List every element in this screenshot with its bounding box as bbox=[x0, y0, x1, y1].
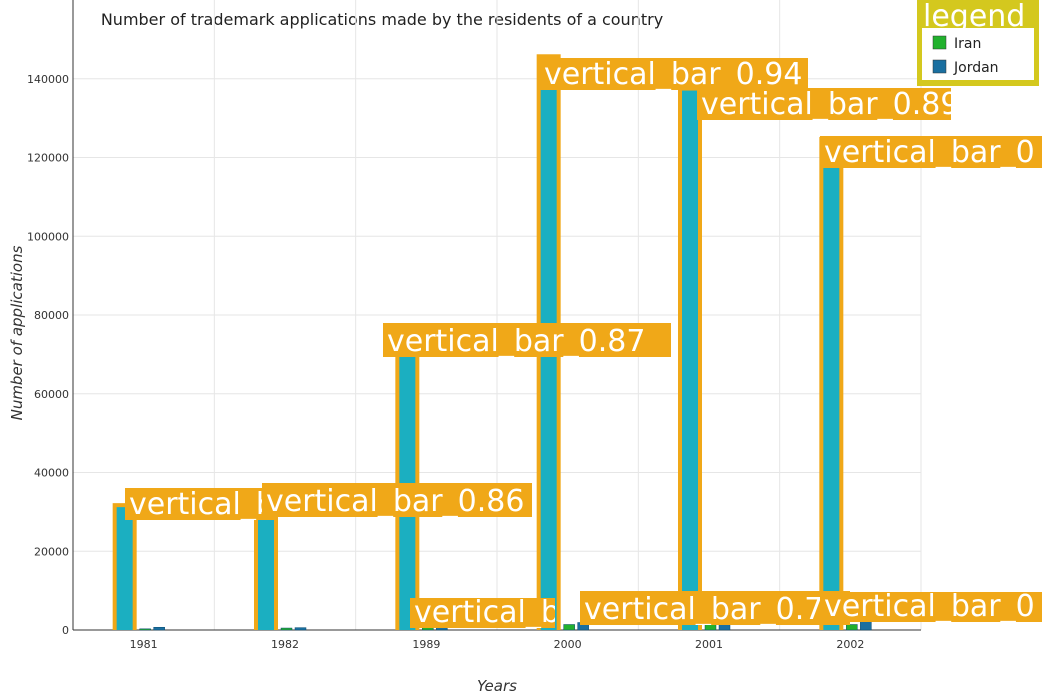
legend-swatch bbox=[932, 59, 947, 74]
bar-iran bbox=[846, 624, 858, 631]
annotation: vertical_bar_0.87 bbox=[383, 323, 671, 359]
legend-entry: Iran bbox=[954, 36, 981, 52]
x-tick-label: 2001 bbox=[695, 638, 723, 651]
bar-jordan bbox=[860, 621, 872, 631]
x-tick-label: 1982 bbox=[271, 638, 299, 651]
annotation-label: vertical_bar_0.87 bbox=[387, 324, 645, 359]
x-tick-label: 1981 bbox=[130, 638, 158, 651]
annotation: vertical_bar_0 bbox=[820, 589, 1042, 624]
y-tick-label: 0 bbox=[62, 624, 69, 637]
annotation-label: vertical_bar_0.8 bbox=[129, 487, 368, 522]
y-tick-label: 100000 bbox=[27, 230, 69, 243]
legend-entry: Jordan bbox=[953, 60, 999, 76]
annotation-box bbox=[125, 488, 275, 520]
annotation-box bbox=[580, 591, 850, 625]
annotation-label: vertical_bar_0.73 bbox=[584, 592, 842, 627]
bar-jordan bbox=[294, 627, 307, 631]
x-axis-label: Years bbox=[477, 677, 517, 695]
x-axis: 1981 1982 1989 2000 2001 2002 bbox=[73, 629, 921, 651]
overlay-bar bbox=[682, 90, 698, 630]
annotation-box bbox=[262, 483, 532, 517]
x-tick-label: 1989 bbox=[412, 638, 440, 651]
overlay-bar bbox=[116, 507, 133, 630]
bar-iran bbox=[563, 624, 575, 631]
y-axis-label: Number of applications bbox=[8, 245, 26, 420]
annotation-label: vertical_bar_0.89 bbox=[701, 87, 959, 122]
grid bbox=[72, 0, 922, 631]
annotations: vertical_bar_0.8vertical_bar_0.86vertica… bbox=[125, 57, 1042, 630]
bar-iran bbox=[704, 624, 717, 631]
chart-title: Number of trademark applications made by… bbox=[101, 10, 663, 29]
bar-iran bbox=[139, 628, 151, 631]
annotation-label: vertical_bar_0 bbox=[824, 589, 1035, 624]
bar-iran bbox=[280, 627, 293, 631]
bar-jordan bbox=[153, 626, 165, 631]
annotation: vertical_bar_0. bbox=[410, 595, 634, 630]
y-tick-label: 140000 bbox=[27, 73, 69, 86]
annotation: vertical_bar_0.94 bbox=[540, 57, 808, 92]
x-tick-label: 2002 bbox=[836, 638, 864, 651]
annotation-box bbox=[540, 58, 808, 90]
annotation-label: vertical_bar_0.94 bbox=[544, 57, 802, 92]
annotation: vertical_bar_0.89 bbox=[697, 87, 959, 122]
annotation-label: vertical_bar_0 bbox=[824, 135, 1035, 170]
annotation-box bbox=[820, 592, 1042, 622]
y-tick-label: 40000 bbox=[34, 467, 69, 480]
overlay-bar bbox=[823, 140, 840, 630]
annotation-box bbox=[383, 323, 671, 357]
y-tick-label: 60000 bbox=[34, 388, 69, 401]
legend-swatch bbox=[932, 35, 947, 50]
overlay-bar bbox=[258, 505, 274, 630]
y-tick-label: 80000 bbox=[34, 309, 69, 322]
annotation: vertical_bar_0.8 bbox=[125, 487, 368, 522]
y-axis: 0 20000 40000 60000 80000 100000 120000 140000 bbox=[27, 0, 74, 637]
annotation: vertical_bar_0 bbox=[820, 135, 1042, 170]
annotation: vertical_bar_0.86 bbox=[262, 483, 532, 519]
annotation-label: vertical_bar_0.86 bbox=[266, 484, 524, 519]
legend: legend_0 Iran Jordan bbox=[917, 0, 1042, 86]
legend-title: legend_0 bbox=[923, 0, 1042, 34]
y-tick-label: 20000 bbox=[34, 545, 69, 558]
annotation-label: vertical_bar_0. bbox=[414, 595, 634, 630]
annotation-box bbox=[410, 598, 555, 628]
x-tick-label: 2000 bbox=[554, 638, 582, 651]
annotation: vertical_bar_0.73 bbox=[580, 591, 850, 627]
y-tick-label: 120000 bbox=[27, 152, 69, 165]
annotation-box bbox=[820, 136, 1042, 168]
annotation-box bbox=[697, 88, 951, 120]
